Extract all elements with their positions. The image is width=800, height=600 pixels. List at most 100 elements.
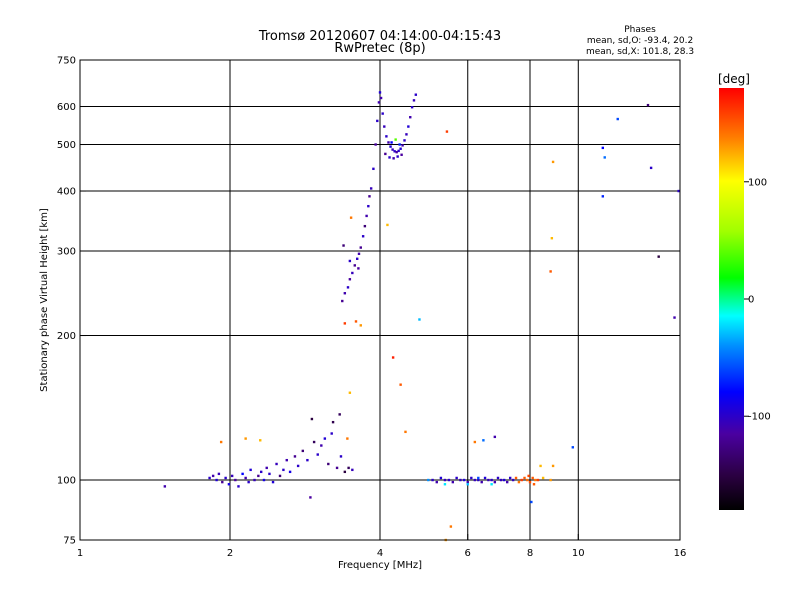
data-point [677,189,680,193]
data-point [390,141,393,144]
data-point [531,476,534,480]
data-point [407,125,410,128]
data-point [601,146,605,150]
data-point [342,244,345,247]
y-tick-label: 300 [57,247,76,258]
data-point [388,156,391,159]
data-point [268,472,271,476]
data-point [508,476,512,480]
x-tick-label: 4 [377,548,383,559]
data-point [397,149,400,153]
data-point [449,525,453,528]
data-point [482,439,485,442]
data-point [431,478,434,482]
data-point [404,430,407,434]
data-point [511,478,515,482]
data-point [435,480,438,484]
x-axis-ticks: 1 2 4 6 8 10 16 [77,534,686,559]
data-point [649,166,653,170]
data-point [466,483,469,486]
data-point [395,150,398,154]
data-point [316,453,319,456]
data-point [241,472,244,476]
colorbar [719,88,744,510]
data-point [349,216,353,219]
data-point [293,455,297,458]
data-point [323,437,327,440]
data-point [551,464,555,468]
data-point [285,458,288,462]
data-point [347,466,350,470]
data-point [451,480,455,484]
data-point [412,99,416,102]
y-axis-ticks: 75 100 200 300 400 500 600 750 [57,56,86,547]
data-point [253,478,256,482]
data-point [377,101,381,104]
data-point [571,446,575,449]
data-point [361,235,365,238]
data-point [385,135,388,138]
data-point [399,383,402,386]
data-point [459,478,462,482]
data-point [396,155,399,158]
x-tick-label: 6 [465,548,471,559]
data-point [365,214,368,218]
data-point [343,470,347,474]
data-point [455,476,458,480]
data-point [490,483,493,486]
data-point [550,237,554,240]
grid-lines [80,60,680,540]
data-point [514,476,518,480]
data-point [310,417,314,421]
data-point [312,440,316,444]
data-point [400,153,403,156]
data-point [526,478,529,482]
data-point [673,316,676,319]
data-point [490,478,493,482]
colorbar-tick-label: 0 [748,295,754,306]
data-point [282,468,285,472]
data-point [306,458,309,462]
data-point [470,476,473,480]
data-point [389,145,392,148]
data-point [221,480,224,484]
data-point [330,432,333,435]
data-point [384,152,387,156]
data-point [418,318,421,321]
data-point [341,299,344,303]
y-tick-label: 600 [57,102,76,113]
phases-mean-x: mean, sd,X: 101.8, 28.3 [586,47,694,57]
data-point [357,267,360,270]
data-point [399,147,402,150]
x-tick-label: 8 [527,548,533,559]
data-point [244,476,247,480]
data-point [244,437,247,440]
data-point [374,143,377,146]
data-point [339,455,343,458]
data-point [271,480,275,484]
data-point [348,391,352,394]
data-point [410,106,414,109]
data-point [357,252,361,256]
data-point [530,500,533,504]
data-point [541,476,545,480]
data-point [215,478,218,482]
y-tick-label: 750 [57,56,76,67]
data-point [372,167,375,171]
x-tick-label: 1 [77,548,83,559]
data-point [603,156,606,159]
data-point [331,420,335,424]
data-point [301,449,305,453]
data-point [616,117,619,121]
data-point [409,116,412,119]
data-point [401,144,404,147]
data-point [296,464,300,468]
data-point [234,478,237,482]
data-point [549,270,552,273]
data-point [483,476,487,480]
y-tick-label: 500 [57,140,76,151]
data-point [473,478,477,482]
data-point [391,148,394,151]
data-point [163,485,167,488]
